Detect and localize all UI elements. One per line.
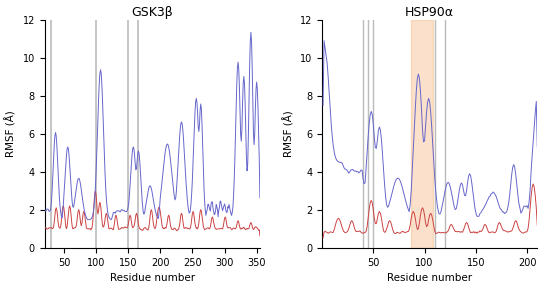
X-axis label: Residue number: Residue number	[110, 273, 195, 284]
Title: GSK3β: GSK3β	[131, 5, 173, 18]
Bar	[411, 20, 433, 248]
Y-axis label: RMSF (Å): RMSF (Å)	[5, 111, 17, 157]
Title: HSP90α: HSP90α	[405, 5, 454, 18]
X-axis label: Residue number: Residue number	[387, 273, 472, 284]
Y-axis label: RMSF (Å): RMSF (Å)	[283, 111, 294, 157]
